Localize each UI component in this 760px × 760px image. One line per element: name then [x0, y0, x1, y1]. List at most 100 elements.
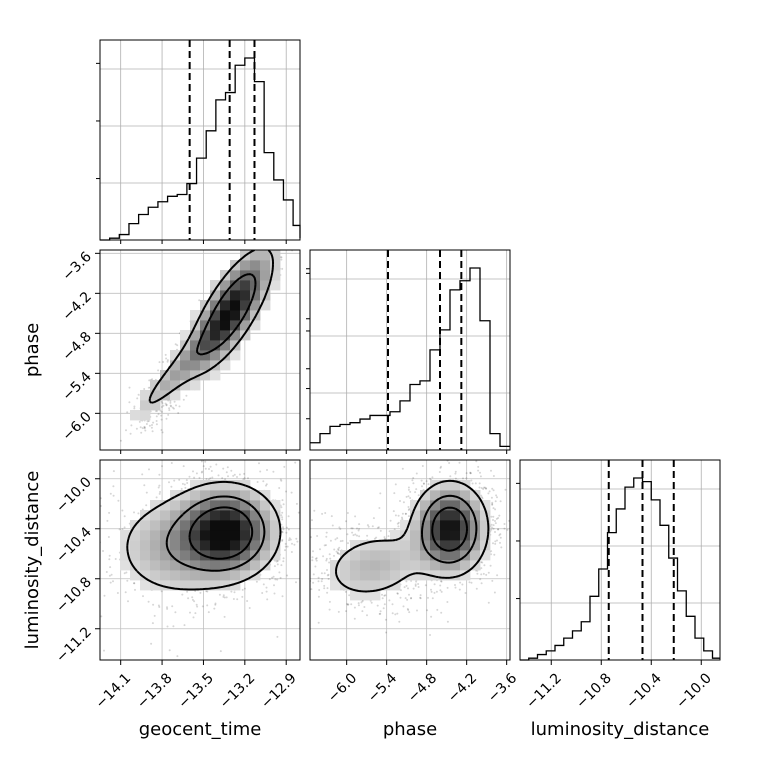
density-cell [120, 530, 131, 541]
sample-point [161, 465, 163, 468]
density-cell [210, 560, 221, 571]
sample-point [266, 469, 268, 471]
sample-point [490, 469, 492, 472]
sample-point [141, 427, 144, 430]
sample-point [158, 484, 161, 487]
density-cell [180, 580, 191, 591]
density-cell [190, 340, 201, 351]
sample-point [350, 527, 353, 530]
sample-point [394, 483, 397, 486]
density-cell [230, 310, 241, 321]
sample-point [440, 580, 443, 583]
sample-point [126, 411, 129, 414]
sample-point [495, 494, 498, 497]
sample-point [407, 587, 409, 590]
sample-point [272, 470, 275, 473]
density-cell [190, 490, 201, 501]
sample-point [295, 537, 298, 540]
sample-point [491, 487, 494, 490]
sample-point [489, 564, 492, 567]
density-cell [220, 530, 231, 541]
sample-point [155, 496, 158, 499]
panel-frame [99, 249, 301, 451]
sample-point [351, 527, 354, 530]
sample-point [123, 515, 126, 518]
sample-point [334, 538, 337, 541]
sample-point [282, 528, 285, 531]
sample-point [202, 465, 205, 468]
density-cell [190, 310, 201, 321]
sample-point [155, 423, 158, 426]
density-cell [210, 340, 221, 351]
sample-point [170, 462, 173, 464]
sample-point [278, 242, 280, 244]
sample-point [201, 470, 204, 473]
sample-point [279, 478, 282, 481]
sample-point [300, 218, 302, 220]
density-cell [130, 410, 141, 421]
density-cell [210, 490, 221, 501]
sample-point [183, 624, 186, 627]
sample-point [166, 607, 169, 610]
sample-point [243, 477, 246, 480]
sample-point [150, 642, 153, 645]
sample-point [296, 233, 298, 235]
sample-point [454, 584, 456, 586]
density-cell [220, 280, 231, 291]
sample-point [166, 360, 169, 363]
sample-point [338, 546, 341, 549]
sample-point [383, 594, 386, 597]
sample-point [123, 572, 126, 575]
sample-point [201, 605, 204, 608]
density-cell [120, 550, 131, 561]
sample-point [274, 578, 277, 581]
sample-point [206, 590, 209, 593]
sample-point [409, 497, 412, 499]
sample-point [317, 576, 320, 579]
density-cell [160, 370, 171, 381]
panel-frame [519, 459, 721, 661]
sample-point [232, 474, 235, 477]
sample-point [158, 361, 161, 364]
sample-point [106, 519, 109, 522]
sample-point [162, 404, 165, 407]
sample-point [483, 486, 485, 489]
sample-point [211, 476, 214, 479]
sample-point [180, 487, 183, 490]
density-cell [200, 340, 211, 351]
density-cell [140, 390, 151, 401]
sample-point [436, 608, 439, 611]
sample-point [379, 612, 382, 615]
sample-point [273, 565, 276, 568]
sample-point [280, 514, 283, 517]
sample-point [241, 588, 244, 591]
density-cell [230, 280, 241, 291]
sample-point [258, 462, 260, 465]
sample-point [345, 520, 347, 523]
sample-point [407, 495, 410, 498]
sample-point [280, 564, 283, 567]
sample-point [118, 528, 121, 531]
sample-point [184, 486, 187, 489]
sample-point [478, 486, 481, 489]
hist-panel-luminosity_distance [516, 459, 721, 661]
sample-point [160, 410, 163, 413]
sample-point [407, 506, 410, 508]
sample-point [279, 242, 281, 244]
sample-point [227, 475, 229, 478]
sample-point [288, 580, 290, 582]
density-cell [240, 550, 251, 561]
density-cell [270, 520, 281, 531]
sample-point [150, 426, 153, 429]
sample-point [499, 536, 502, 539]
density-cell [250, 250, 261, 261]
sample-point [454, 586, 457, 589]
density-cell [170, 520, 181, 531]
density-cell [180, 520, 191, 531]
sample-point [383, 603, 386, 606]
sample-point [480, 561, 483, 564]
density-cell [240, 280, 251, 291]
density-cell [150, 400, 161, 411]
sample-point [181, 593, 184, 596]
density-cell [150, 520, 161, 531]
